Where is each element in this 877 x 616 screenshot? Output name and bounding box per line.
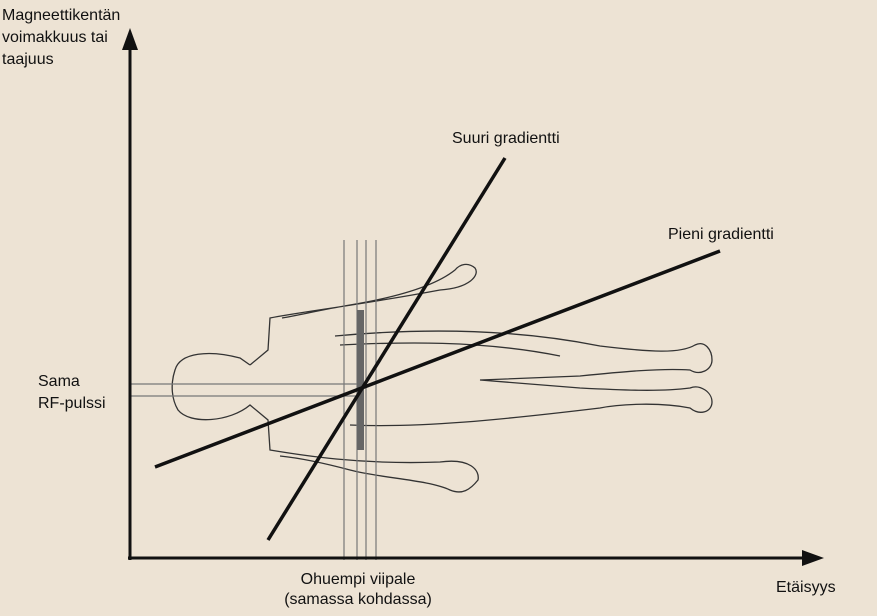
shallow-gradient-line	[154, 249, 721, 469]
y-axis-label: voimakkuus tai	[2, 29, 108, 46]
thin-slice	[357, 310, 364, 450]
rf-label: RF-pulssi	[38, 395, 106, 412]
y-axis-arrow	[122, 28, 138, 50]
shallow-line-label: Pieni gradientti	[668, 226, 774, 243]
slice-label: (samassa kohdassa)	[284, 591, 432, 608]
x-axis-label: Etäisyys	[776, 579, 836, 596]
y-axis-label: taajuus	[2, 51, 54, 68]
steep-line-label: Suuri gradientti	[452, 130, 560, 147]
steep-gradient-line	[266, 157, 507, 541]
slice-label: Ohuempi viipale	[301, 571, 416, 588]
y-axis-label: Magneettikentän	[2, 7, 120, 24]
rf-band	[130, 383, 360, 397]
x-axis-arrow	[802, 550, 824, 566]
rf-label: Sama	[38, 373, 80, 390]
slice-lines	[343, 240, 377, 560]
